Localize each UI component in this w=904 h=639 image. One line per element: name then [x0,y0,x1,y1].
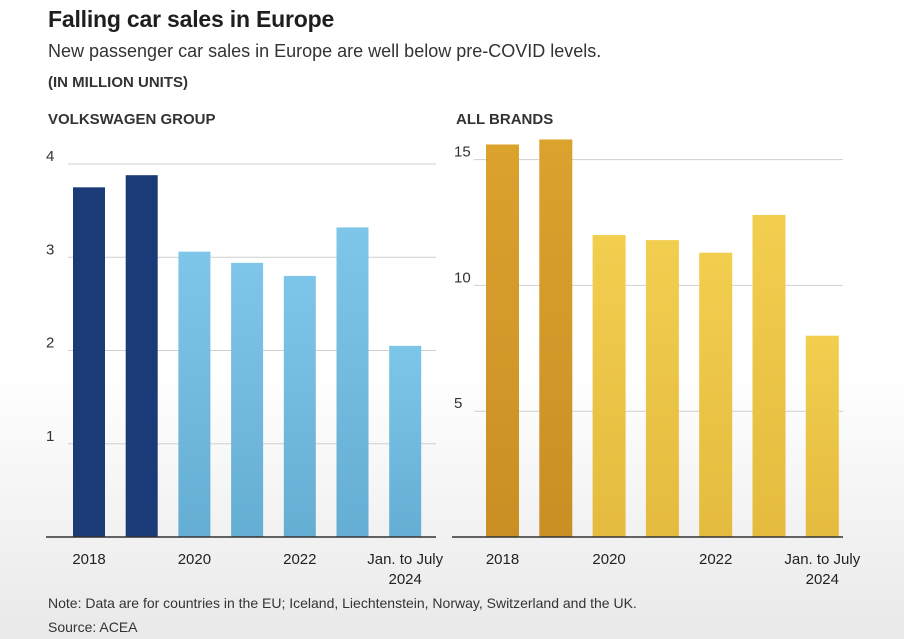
bar-2019 [125,175,158,537]
panel-title-all-brands: ALL BRANDS [456,111,554,128]
x-tick-label: 2018 [72,551,105,568]
bar-2020 [178,251,211,537]
bar-2023 [752,214,786,537]
chart-note: Note: Data are for countries in the EU; … [48,595,637,611]
bar-2021 [645,240,679,537]
x-tick-label: 2022 [283,551,316,568]
bar-jan-to-july-2024 [389,345,422,537]
panel-title-volkswagen: VOLKSWAGEN GROUP [48,111,216,128]
y-tick-label: 4 [46,148,54,165]
chart-title: Falling car sales in Europe [48,6,335,32]
x-tick-label: 2024 [389,571,422,588]
chart-subtitle: New passenger car sales in Europe are we… [48,41,602,61]
x-tick-label: 2020 [592,551,625,568]
bar-2022 [699,252,733,537]
chart-source: Source: ACEA [48,619,138,635]
y-tick-label: 3 [46,241,54,258]
x-tick-label: 2024 [806,571,839,588]
y-tick-label: 10 [454,269,471,286]
y-tick-label: 1 [46,428,54,445]
y-tick-label: 5 [454,395,462,412]
bar-2020 [592,235,626,537]
y-tick-label: 15 [454,144,471,161]
x-tick-label: Jan. to July [784,551,860,568]
bar-2018 [73,187,105,537]
y-tick-label: 2 [46,335,54,352]
bar-2022 [283,275,316,537]
bar-2018 [486,144,519,537]
x-tick-label: Jan. to July [367,551,443,568]
x-tick-label: 2020 [178,551,211,568]
x-tick-label: 2022 [699,551,732,568]
bar-2021 [231,262,264,537]
x-tick-label: 2018 [486,551,519,568]
units-label: (IN MILLION UNITS) [48,74,188,91]
bar-2019 [539,139,573,538]
bar-2023 [336,227,369,537]
bar-jan-to-july-2024 [805,335,839,537]
